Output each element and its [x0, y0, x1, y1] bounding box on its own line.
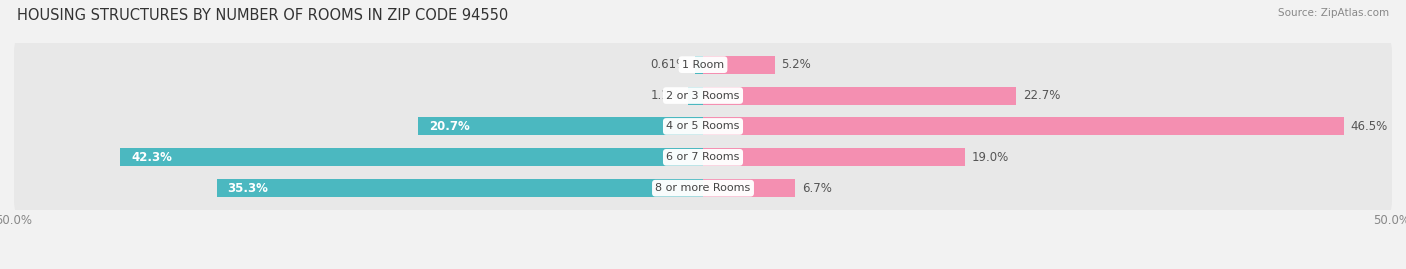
Text: 20.7%: 20.7%: [429, 120, 470, 133]
Text: 2 or 3 Rooms: 2 or 3 Rooms: [666, 91, 740, 101]
Text: 8 or more Rooms: 8 or more Rooms: [655, 183, 751, 193]
Bar: [688, 87, 703, 104]
Bar: [418, 118, 703, 135]
Text: 6 or 7 Rooms: 6 or 7 Rooms: [666, 152, 740, 162]
FancyBboxPatch shape: [14, 130, 1392, 184]
Text: 0.61%: 0.61%: [651, 58, 688, 71]
Text: 22.7%: 22.7%: [1022, 89, 1060, 102]
Text: Source: ZipAtlas.com: Source: ZipAtlas.com: [1278, 8, 1389, 18]
Bar: [703, 87, 1015, 104]
Text: 46.5%: 46.5%: [1351, 120, 1388, 133]
Bar: [703, 118, 1344, 135]
FancyBboxPatch shape: [14, 161, 1392, 215]
Bar: [695, 56, 703, 74]
FancyBboxPatch shape: [14, 38, 1392, 91]
Text: HOUSING STRUCTURES BY NUMBER OF ROOMS IN ZIP CODE 94550: HOUSING STRUCTURES BY NUMBER OF ROOMS IN…: [17, 8, 508, 23]
Bar: [703, 56, 775, 74]
Text: 5.2%: 5.2%: [782, 58, 811, 71]
FancyBboxPatch shape: [14, 100, 1392, 153]
Text: 6.7%: 6.7%: [803, 182, 832, 195]
FancyBboxPatch shape: [14, 69, 1392, 122]
Text: 4 or 5 Rooms: 4 or 5 Rooms: [666, 121, 740, 132]
Bar: [217, 179, 703, 197]
Bar: [120, 148, 703, 166]
Text: 19.0%: 19.0%: [972, 151, 1010, 164]
Bar: [703, 148, 965, 166]
Bar: [703, 179, 796, 197]
Text: 1.1%: 1.1%: [651, 89, 681, 102]
Text: 1 Room: 1 Room: [682, 60, 724, 70]
Text: 42.3%: 42.3%: [131, 151, 172, 164]
Text: 35.3%: 35.3%: [228, 182, 269, 195]
